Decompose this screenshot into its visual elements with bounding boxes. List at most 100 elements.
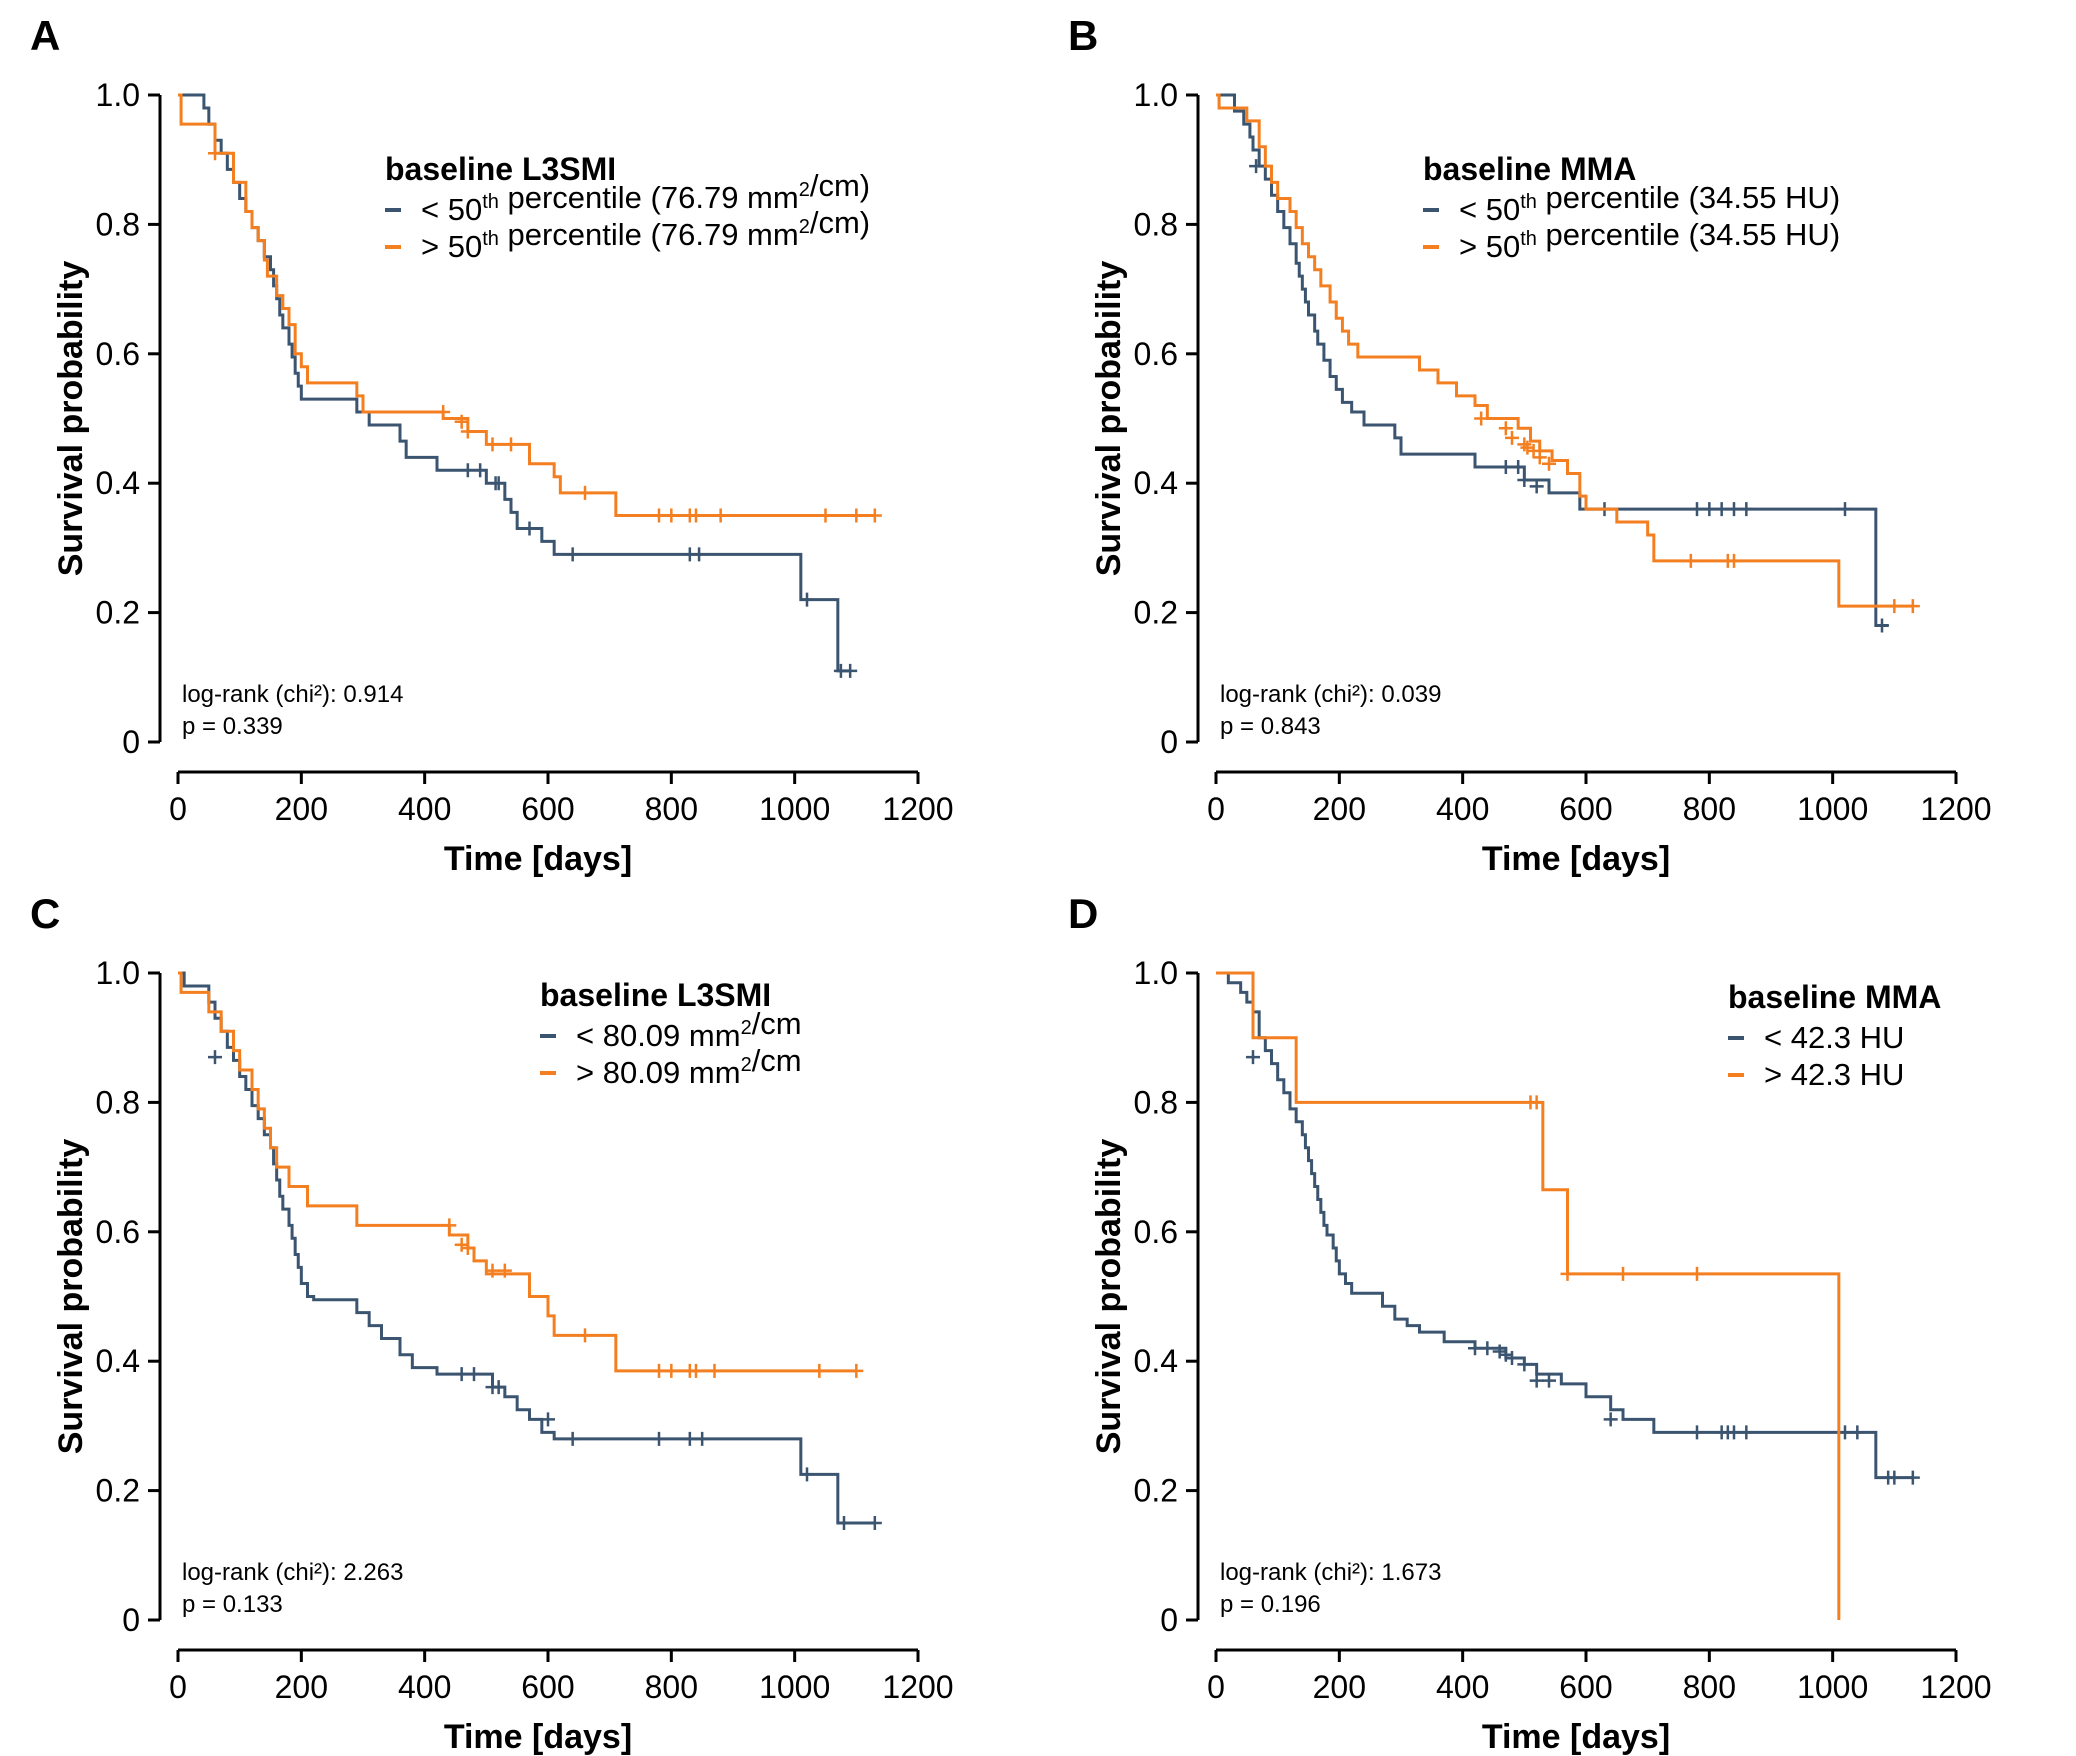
censor-mark (454, 1237, 469, 1252)
censor-mark (1905, 1470, 1920, 1485)
x-tick-label: 1200 (882, 1669, 953, 1705)
censor-mark (812, 1363, 827, 1378)
y-tick-label: 0.4 (1134, 465, 1178, 501)
censor-mark (652, 508, 666, 523)
censor-mark (485, 437, 500, 452)
censor-mark (1520, 440, 1535, 455)
censor-mark (208, 1050, 222, 1065)
censor-mark (682, 1431, 697, 1446)
censor-mark (565, 1431, 580, 1446)
censor-mark (454, 1367, 469, 1382)
panel-b: B 0 0.2 0.4 0.6 0.8 1.0 0 200 400 600 800 1000 1200 Ti… (1038, 0, 2076, 878)
legend-title: baseline L3SMI (540, 977, 771, 1013)
y-tick-label: 0.8 (96, 1084, 140, 1120)
censor-mark (713, 508, 728, 523)
censor-mark (497, 1263, 512, 1278)
x-tick-label: 400 (1436, 1669, 1489, 1705)
logrank-text: log-rank (chi²): 0.039 (1220, 681, 1441, 708)
legend-label: > 50th percentile (34.55 HU) (1459, 217, 1840, 264)
censor-mark (689, 1363, 703, 1378)
censor-mark (1838, 502, 1852, 517)
censor-mark (1690, 1425, 1704, 1440)
censor-mark (491, 476, 506, 491)
y-tick-label: 1.0 (96, 77, 140, 113)
censor-mark (442, 1218, 457, 1233)
x-tick-label: 800 (645, 791, 698, 827)
y-tick-label: 0 (122, 724, 140, 760)
censor-mark (1875, 618, 1889, 633)
y-tick-label: 1.0 (96, 955, 140, 991)
x-tick-label: 400 (1436, 791, 1489, 827)
x-tick-label: 1000 (1797, 1669, 1868, 1705)
logrank-text: log-rank (chi²): 2.263 (182, 1559, 403, 1586)
y-tick-label: 0.6 (1134, 1214, 1178, 1250)
censor-mark (1727, 502, 1741, 517)
censor-mark (664, 1363, 679, 1378)
x-axis-title: Time [days] (1482, 1718, 1670, 1756)
censor-mark (652, 1431, 666, 1446)
censor-mark (1492, 1344, 1507, 1359)
censor-mark (1887, 599, 1902, 614)
censor-mark (578, 485, 592, 500)
y-axis-title: Survival probability (52, 1139, 90, 1455)
censor-mark (467, 1367, 481, 1382)
censor-mark (867, 1515, 882, 1530)
x-axis-title: Time [days] (444, 1718, 632, 1756)
censor-mark (1887, 1470, 1902, 1485)
censor-mark (692, 547, 707, 562)
y-tick-label: 1.0 (1134, 77, 1178, 113)
censor-mark (1505, 1350, 1519, 1365)
censor-mark (491, 1380, 506, 1395)
panel-c: C 0 0.2 0.4 0.6 0.8 1.0 0 200 400 600 800 1000 1200 Ti… (0, 878, 1038, 1756)
logrank-text: log-rank (chi²): 1.673 (1220, 1559, 1441, 1586)
x-tick-label: 600 (1559, 791, 1612, 827)
y-tick-label: 0.2 (96, 1473, 140, 1509)
legend-title: baseline L3SMI (385, 151, 616, 187)
p-value-text: p = 0.196 (1220, 1591, 1321, 1618)
censor-mark (707, 1363, 722, 1378)
x-tick-label: 600 (1559, 1669, 1612, 1705)
censor-mark (460, 424, 475, 439)
censor-mark (1511, 460, 1526, 475)
km-chart: D 0 0.2 0.4 0.6 0.8 1.0 0 200 400 600 800 1000 1200 Ti… (1068, 890, 1992, 1756)
censor-mark (652, 1363, 666, 1378)
panel-letter: B (1068, 12, 1098, 59)
censor-mark (1468, 1341, 1482, 1356)
censor-mark (1498, 460, 1513, 475)
p-value-text: p = 0.843 (1220, 713, 1321, 740)
km-chart: C 0 0.2 0.4 0.6 0.8 1.0 0 200 400 600 800 1000 1200 Ti… (30, 890, 954, 1756)
censor-mark (1480, 1341, 1495, 1356)
p-value-text: p = 0.339 (182, 713, 283, 740)
y-tick-label: 0 (122, 1602, 140, 1638)
censor-mark (578, 1328, 592, 1343)
legend-label: < 42.3 HU (1764, 1020, 1904, 1055)
survival-curve-high (1216, 93, 1913, 608)
y-axis-title: Survival probability (1090, 261, 1128, 577)
survival-curve-high (178, 971, 857, 1373)
censor-mark (818, 508, 833, 523)
y-tick-label: 0.8 (1134, 1084, 1178, 1120)
x-tick-label: 800 (645, 1669, 698, 1705)
legend-label: < 80.09 mm2/cm (576, 1006, 802, 1053)
x-tick-label: 200 (275, 1669, 328, 1705)
censor-mark (1838, 1425, 1852, 1440)
y-tick-label: 0.6 (96, 1214, 140, 1250)
x-tick-label: 400 (398, 1669, 451, 1705)
censor-mark (800, 592, 814, 607)
panel-d: D 0 0.2 0.4 0.6 0.8 1.0 0 200 400 600 800 1000 1200 Ti… (1038, 878, 2076, 1756)
x-tick-label: 0 (169, 791, 187, 827)
censor-mark (1542, 1373, 1556, 1388)
x-tick-label: 200 (1313, 1669, 1366, 1705)
censor-mark (695, 1431, 710, 1446)
censor-mark (1474, 411, 1489, 426)
censor-mark (1498, 421, 1513, 436)
x-tick-label: 1200 (882, 791, 953, 827)
x-tick-label: 1200 (1920, 1669, 1991, 1705)
censor-mark (1249, 159, 1264, 174)
y-tick-label: 0.8 (1134, 206, 1178, 242)
censor-mark (1603, 1412, 1618, 1427)
censor-mark (1714, 502, 1729, 517)
censor-mark (1505, 430, 1519, 445)
y-tick-label: 0.6 (1134, 336, 1178, 372)
y-tick-label: 0.2 (1134, 595, 1178, 631)
